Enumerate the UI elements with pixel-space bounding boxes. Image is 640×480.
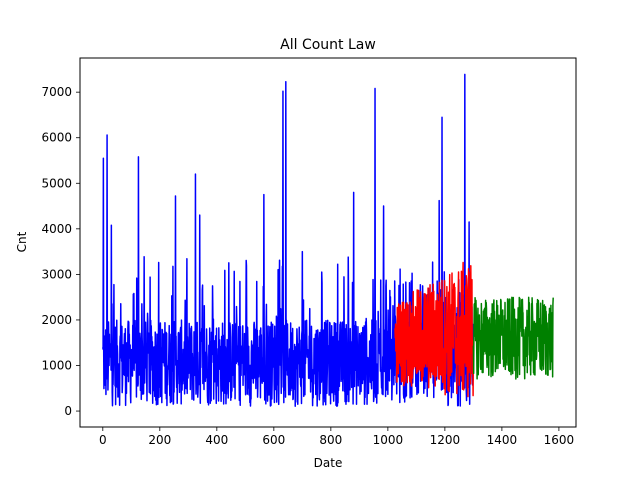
chart-title: All Count Law xyxy=(280,37,376,53)
x-tick-label: 600 xyxy=(262,433,285,447)
y-tick-label: 2000 xyxy=(41,313,72,327)
y-axis: 0 1000 2000 3000 4000 5000 6000 7000 xyxy=(41,85,80,418)
x-tick-label: 1200 xyxy=(430,433,461,447)
series-line-3 xyxy=(472,296,554,380)
y-tick-label: 6000 xyxy=(41,131,72,145)
x-tick-label: 1400 xyxy=(487,433,518,447)
y-tick-label: 0 xyxy=(64,404,72,418)
x-tick-label: 400 xyxy=(205,433,228,447)
x-tick-label: 200 xyxy=(148,433,171,447)
y-tick-label: 3000 xyxy=(41,267,72,281)
series-line-2 xyxy=(394,261,475,398)
y-tick-label: 5000 xyxy=(41,176,72,190)
x-tick-label: 1000 xyxy=(373,433,404,447)
x-tick-label: 1600 xyxy=(544,433,575,447)
series-line-1 xyxy=(102,73,475,407)
plot-frame xyxy=(79,57,577,428)
y-tick-label: 4000 xyxy=(41,222,72,236)
y-axis-title: Cnt xyxy=(15,231,29,252)
x-tick-label: 800 xyxy=(319,433,342,447)
plot-area xyxy=(79,57,577,428)
x-axis-title: Date xyxy=(314,456,343,470)
x-tick-label: 0 xyxy=(99,433,107,447)
series-layer xyxy=(102,73,554,407)
x-axis: 0 200 400 600 800 1000 1200 1400 1600 xyxy=(99,427,574,447)
y-tick-label: 7000 xyxy=(41,85,72,99)
y-tick-label: 1000 xyxy=(41,359,72,373)
